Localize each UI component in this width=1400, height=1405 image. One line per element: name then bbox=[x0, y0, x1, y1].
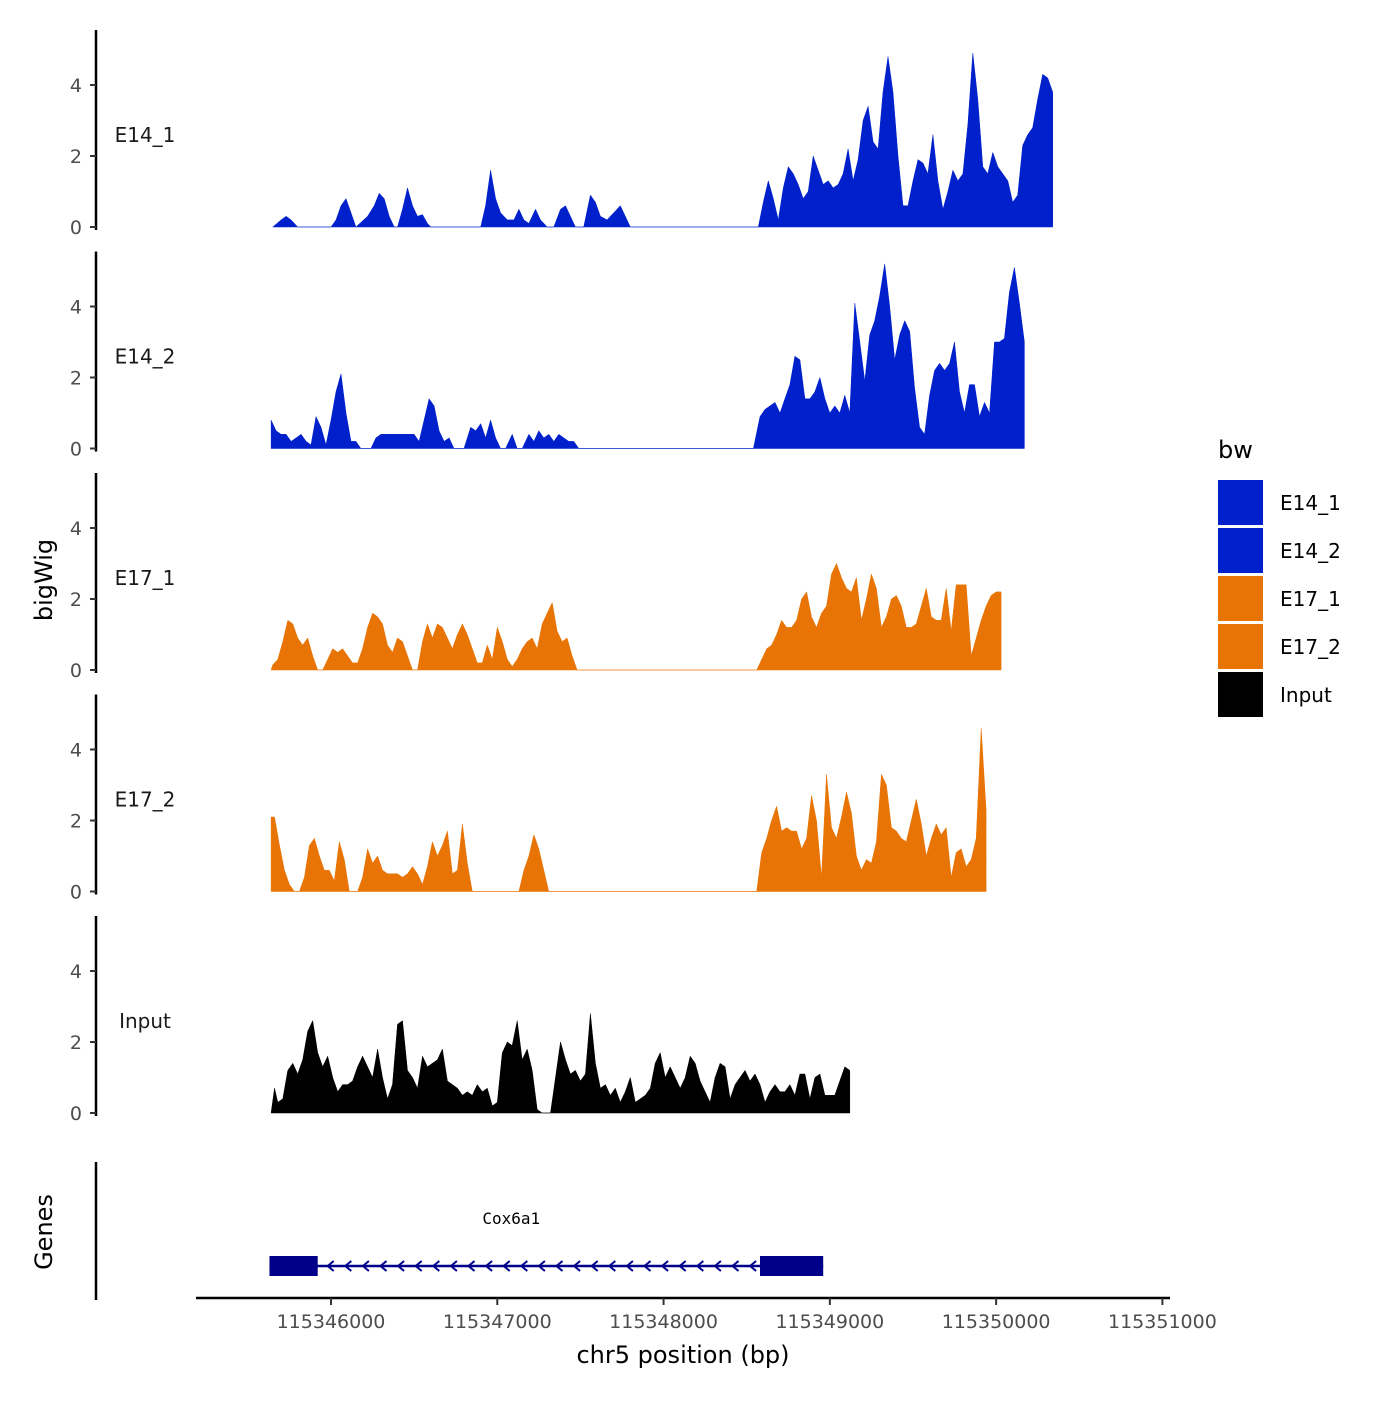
y-tick-label: 0 bbox=[70, 882, 82, 904]
strand-arrow bbox=[590, 1260, 599, 1272]
y-tick-label: 4 bbox=[70, 297, 82, 319]
strand-arrow bbox=[537, 1260, 546, 1272]
y-tick-label: 2 bbox=[70, 811, 82, 833]
strand-arrow bbox=[431, 1260, 440, 1272]
y-tick-label: 0 bbox=[70, 439, 82, 461]
strand-arrow bbox=[396, 1260, 405, 1272]
track-panel-e17-2: 0 2 4 E17_2 bbox=[70, 694, 987, 904]
y-tick-label: 4 bbox=[70, 75, 82, 97]
legend-swatch bbox=[1218, 672, 1263, 717]
strand-arrow bbox=[607, 1260, 616, 1272]
strand-arrow bbox=[660, 1260, 669, 1272]
strand-arrow bbox=[625, 1260, 634, 1272]
strand-arrow bbox=[730, 1260, 740, 1272]
strand-arrow bbox=[361, 1260, 370, 1272]
y-tick-label: 0 bbox=[70, 660, 82, 682]
track-label-e17-2: E17_2 bbox=[115, 788, 176, 812]
track-label-e17-1: E17_1 bbox=[115, 566, 176, 590]
strand-arrow bbox=[642, 1260, 652, 1272]
x-tick-label: 115348000 bbox=[609, 1311, 718, 1333]
y-tick-label: 4 bbox=[70, 518, 82, 540]
strand-arrow bbox=[554, 1260, 564, 1272]
strand-arrow bbox=[484, 1260, 493, 1272]
x-tick-label: 115346000 bbox=[277, 1311, 386, 1333]
track-label-input: Input bbox=[119, 1009, 171, 1033]
track-panel-e14-1: 0 2 4 E14_1 bbox=[70, 30, 1053, 239]
y-tick-label: 2 bbox=[70, 368, 82, 390]
track-panel-e17-1: 0 2 4 E17_1 bbox=[70, 473, 1002, 682]
legend-item-e17-1: E17_1 bbox=[1218, 576, 1341, 621]
strand-arrow bbox=[326, 1260, 335, 1272]
legend-swatch bbox=[1218, 528, 1263, 573]
x-axis-ticks: 115346000 115347000 115348000 115349000 1153… bbox=[277, 1298, 1217, 1333]
strand-arrow bbox=[378, 1260, 388, 1272]
y-tick-label: 0 bbox=[70, 1103, 82, 1125]
y-tick-label: 2 bbox=[70, 1032, 82, 1054]
legend-item-e17-2: E17_2 bbox=[1218, 624, 1341, 669]
x-tick-label: 115350000 bbox=[942, 1311, 1051, 1333]
y-tick-label: 2 bbox=[70, 589, 82, 611]
legend-label: E14_1 bbox=[1280, 491, 1341, 515]
strand-arrow bbox=[572, 1260, 581, 1272]
strand-arrow bbox=[449, 1260, 458, 1272]
legend-label: E17_1 bbox=[1280, 587, 1341, 611]
legend-swatch bbox=[1218, 480, 1263, 525]
x-tick-label: 115351000 bbox=[1108, 1311, 1217, 1333]
legend-item-input: Input bbox=[1218, 672, 1332, 717]
coverage-area-e14-2 bbox=[270, 263, 1025, 449]
track-label-e14-2: E14_2 bbox=[115, 345, 176, 369]
legend-label: Input bbox=[1280, 683, 1332, 707]
track-panel-input: 0 2 4 Input bbox=[70, 916, 851, 1125]
genes-track: Genes Cox6a1 bbox=[30, 1162, 824, 1300]
coverage-area-input bbox=[270, 1013, 851, 1114]
coverage-area-e17-1 bbox=[270, 563, 1002, 671]
legend-item-e14-2: E14_2 bbox=[1218, 528, 1341, 573]
y-tick-label: 4 bbox=[70, 961, 82, 983]
strand-arrow bbox=[519, 1260, 528, 1272]
y-axis-title: bigWig bbox=[30, 539, 58, 621]
y-tick-label: 4 bbox=[70, 740, 82, 762]
legend-item-e14-1: E14_1 bbox=[1218, 480, 1341, 525]
legend-label: E14_2 bbox=[1280, 539, 1341, 563]
x-axis: 115346000 115347000 115348000 115349000 1153… bbox=[196, 1296, 1217, 1369]
gene-exon bbox=[269, 1256, 318, 1276]
track-label-e14-1: E14_1 bbox=[115, 123, 176, 147]
y-tick-label: 2 bbox=[70, 146, 82, 168]
gene-label: Cox6a1 bbox=[482, 1209, 540, 1228]
strand-arrow bbox=[502, 1260, 511, 1272]
strand-arrow bbox=[414, 1260, 423, 1272]
legend: bw E14_1 E14_2 E17_1 E17_2 Input bbox=[1218, 436, 1341, 717]
x-tick-label: 115349000 bbox=[775, 1311, 884, 1333]
gene-exon bbox=[760, 1256, 824, 1276]
strand-arrow bbox=[678, 1260, 687, 1272]
y-tick-label: 0 bbox=[70, 217, 82, 239]
genes-track-title: Genes bbox=[30, 1194, 58, 1270]
strand-arrow bbox=[343, 1260, 352, 1272]
legend-title: bw bbox=[1218, 436, 1253, 464]
legend-label: E17_2 bbox=[1280, 635, 1341, 659]
coverage-area-e14-1 bbox=[272, 52, 1053, 228]
strand-arrow bbox=[695, 1260, 704, 1272]
legend-swatch bbox=[1218, 624, 1263, 669]
x-tick-label: 115347000 bbox=[443, 1311, 552, 1333]
track-panels: 0 2 4 E14_1 0 2 4 E14_2 0 2 4 E17_1 0 2 4 E17_2 0 2 4 Input bbox=[70, 30, 1053, 1125]
gene-model bbox=[269, 1256, 824, 1276]
x-axis-title: chr5 position (bp) bbox=[576, 1341, 789, 1369]
strand-arrow bbox=[713, 1260, 722, 1272]
legend-swatch bbox=[1218, 576, 1263, 621]
strand-arrow bbox=[748, 1260, 757, 1272]
legend-items: E14_1 E14_2 E17_1 E17_2 Input bbox=[1218, 480, 1341, 717]
strand-arrow bbox=[466, 1260, 476, 1272]
coverage-area-e17-2 bbox=[270, 727, 987, 892]
track-panel-e14-2: 0 2 4 E14_2 bbox=[70, 251, 1025, 461]
